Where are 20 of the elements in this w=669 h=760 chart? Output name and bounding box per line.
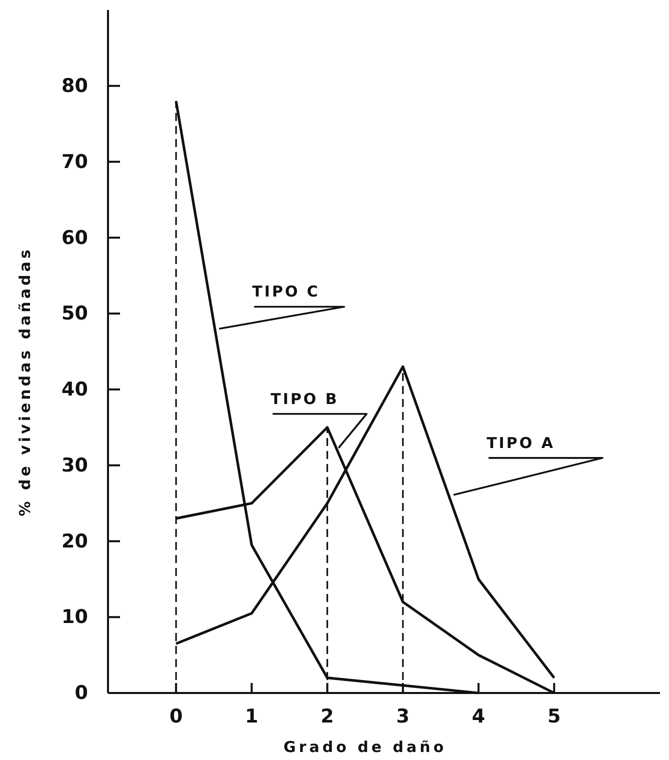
annotation: TIPO C [252,282,320,301]
x-tick-label: 5 [548,705,561,728]
x-tick-label: 0 [169,705,183,728]
y-tick-label: 50 [62,302,88,325]
y-tick-label: 70 [62,150,88,173]
x-tick-label: 1 [245,705,258,728]
y-tick-label: 60 [62,226,88,249]
y-tick-label: 30 [62,454,88,476]
y-tick-label: 20 [62,530,88,552]
x-tick-label: 3 [396,705,410,728]
y-tick-label: 40 [62,378,88,401]
y-tick-label: 80 [62,74,88,97]
annotation: TIPO B [270,390,339,408]
x-axis-title: Grado de daño [284,738,447,756]
y-tick-label: 0 [74,682,88,704]
y-tick-label: 10 [62,606,88,628]
x-tick-label: 2 [320,705,334,728]
annotation: TIPO A [486,434,555,452]
y-axis-title: % de viviendas dañadas [16,246,34,516]
x-tick-label: 4 [472,705,486,728]
